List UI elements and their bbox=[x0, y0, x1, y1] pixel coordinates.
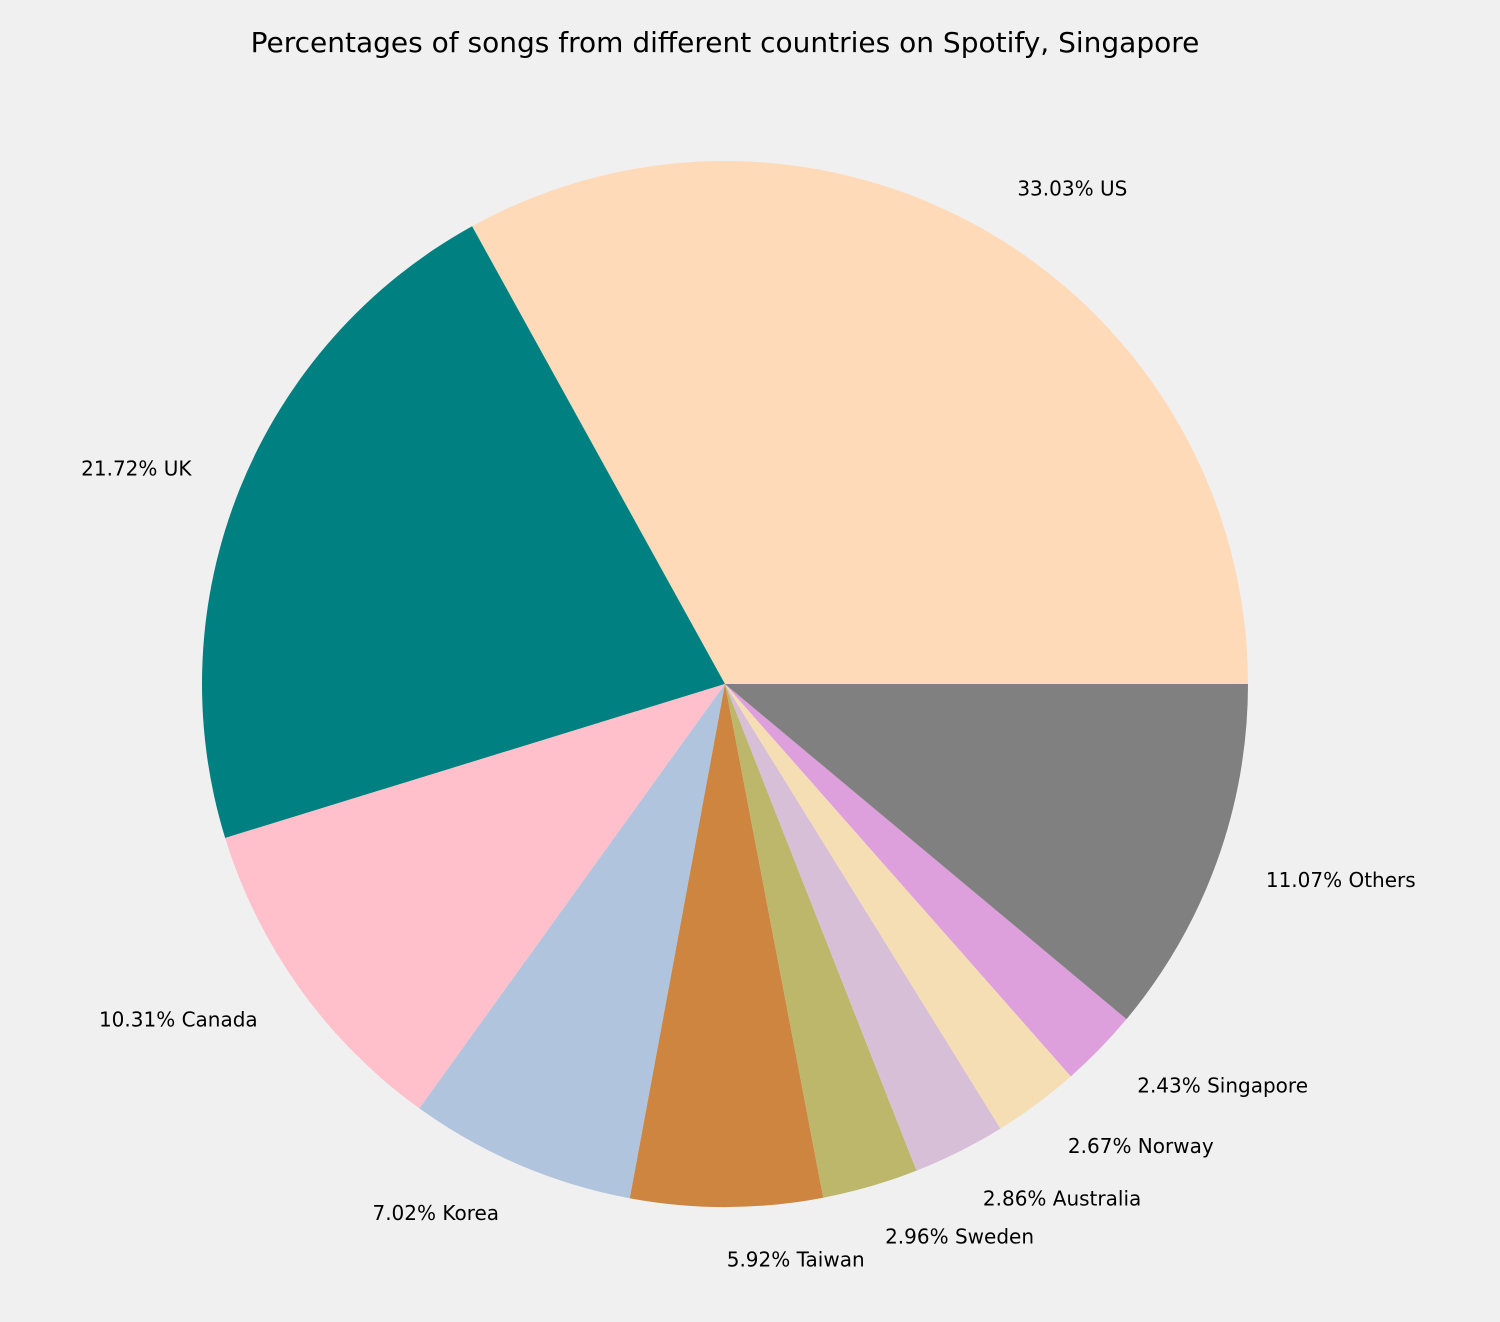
pie-slice-us bbox=[472, 160, 1249, 684]
pie-slice-canada bbox=[225, 684, 726, 1109]
pie-slice-singapore bbox=[725, 684, 1127, 1077]
slice-label-others: 11.07% Others bbox=[1266, 868, 1416, 892]
pie-slice-uk bbox=[201, 226, 725, 838]
slice-label-us: 33.03% US bbox=[1017, 177, 1127, 201]
slice-label-canada: 10.31% Canada bbox=[99, 1008, 258, 1032]
pie-slice-others bbox=[725, 684, 1248, 1020]
pie-slice-taiwan bbox=[629, 684, 824, 1208]
pie-slice-sweden bbox=[725, 684, 917, 1198]
slice-label-taiwan: 5.92% Taiwan bbox=[727, 1247, 865, 1271]
slice-label-uk: 21.72% UK bbox=[81, 457, 192, 481]
chart-title: Percentages of songs from different coun… bbox=[251, 26, 1200, 59]
pie-slice-norway bbox=[725, 684, 1071, 1129]
slice-label-korea: 7.02% Korea bbox=[372, 1201, 499, 1225]
slice-label-singapore: 2.43% Singapore bbox=[1137, 1073, 1308, 1097]
slice-label-australia: 2.86% Australia bbox=[983, 1186, 1141, 1210]
pie-slices bbox=[201, 160, 1249, 1208]
slice-labels: 33.03% US 21.72% UK 10.31% Canada 7.02% Kor… bbox=[81, 177, 1416, 1272]
slice-label-norway: 2.67% Norway bbox=[1068, 1134, 1214, 1158]
pie-slice-korea bbox=[419, 684, 725, 1199]
slice-label-sweden: 2.96% Sweden bbox=[885, 1225, 1034, 1249]
pie-slice-australia bbox=[725, 684, 1001, 1171]
